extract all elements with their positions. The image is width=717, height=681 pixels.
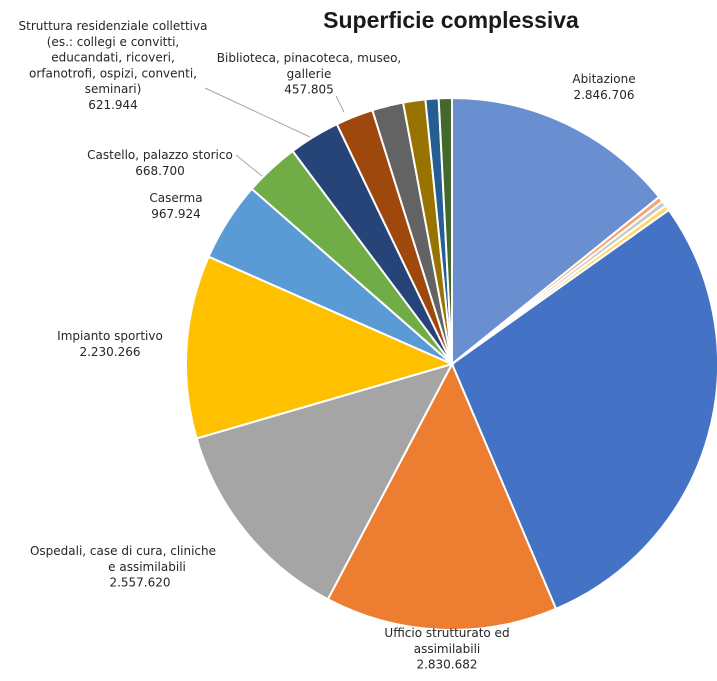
data-label-text: seminari): [85, 82, 142, 96]
data-label: Ospedali, case di cura, cliniche e assimi…: [30, 544, 216, 590]
data-label-text: e assimilabili: [108, 560, 186, 574]
leader-line: [335, 95, 345, 113]
data-label-text: Ufficio strutturato ed: [384, 626, 509, 640]
data-label-value: 621.944: [88, 98, 138, 112]
pie-slice: [437, 96, 453, 365]
data-label-text: Abitazione: [572, 72, 635, 86]
data-label: Abitazione 2.846.706: [572, 72, 635, 102]
chart-title: Superficie complessiva: [323, 7, 579, 33]
data-label: Castello, palazzo storico 668.700: [87, 148, 233, 178]
data-label-value: 2.557.620: [109, 576, 170, 590]
data-label: Biblioteca, pinacoteca, museo, gallerie 45…: [217, 51, 401, 97]
data-label-text: gallerie: [287, 67, 332, 81]
data-label-value: 2.830.682: [416, 658, 477, 672]
pie-slice: [185, 255, 455, 440]
data-label-value: 668.700: [135, 164, 185, 178]
data-label: Struttura residenziale collettiva (es.: c…: [19, 19, 208, 112]
data-label-text: Castello, palazzo storico: [87, 148, 233, 162]
data-label-text: (es.: collegi e convitti,: [47, 35, 179, 49]
data-label-text: Biblioteca, pinacoteca, museo,: [217, 51, 401, 65]
data-label-value: 2.230.266: [79, 345, 140, 359]
data-label-text: Impianto sportivo: [57, 329, 163, 343]
data-label: Ufficio strutturato ed assimilabili 2.830.…: [384, 626, 509, 672]
data-label: Impianto sportivo 2.230.266: [57, 329, 163, 359]
data-label-text: Ospedali, case di cura, cliniche: [30, 544, 216, 558]
pie-slice: [450, 208, 717, 611]
data-label-text: Struttura residenziale collettiva: [19, 19, 208, 33]
data-label-text: educandati, ricoveri,: [51, 51, 175, 65]
data-label-text: Caserma: [149, 191, 202, 205]
leader-line: [235, 154, 263, 177]
pie-slice: [326, 361, 558, 631]
pie-slice: [195, 362, 454, 601]
data-label-text: assimilabili: [414, 642, 481, 656]
data-label: Caserma 967.924: [149, 191, 202, 221]
data-label-value: 967.924: [151, 207, 201, 221]
data-label-value: 457.805: [284, 83, 334, 97]
leader-line: [204, 87, 311, 138]
pie-slice: [451, 96, 661, 367]
data-label-value: 2.846.706: [573, 88, 634, 102]
data-label-text: orfanotrofi, ospizi, conventi,: [29, 66, 197, 80]
